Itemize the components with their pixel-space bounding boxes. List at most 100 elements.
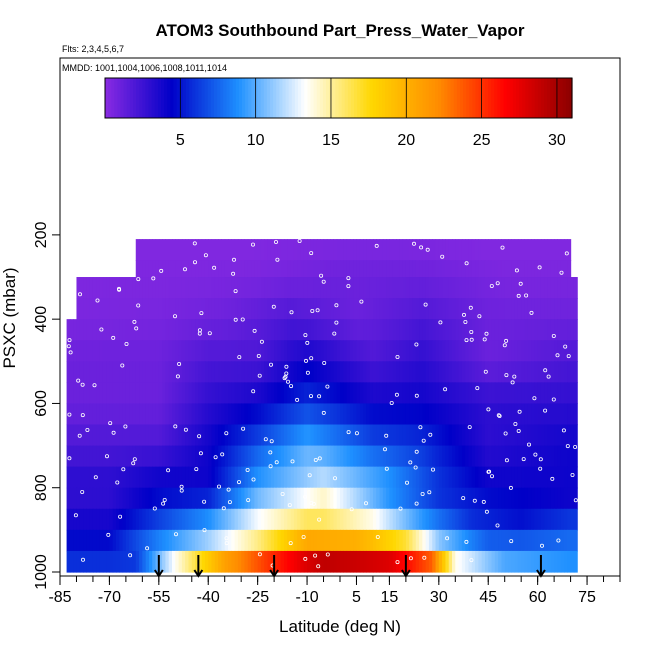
heatmap-cell [468, 277, 473, 299]
heatmap-cell [284, 424, 288, 447]
sample-point [179, 488, 184, 493]
heatmap-cell [89, 319, 94, 341]
heatmap-cell [290, 508, 295, 531]
colorbar-swatch [142, 78, 147, 118]
heatmap-cell [550, 445, 555, 468]
y-axis-label: PSXC (mbar) [0, 267, 19, 368]
heatmap-cell [86, 550, 91, 573]
heatmap-cell [432, 445, 437, 468]
heatmap-cell [488, 487, 493, 510]
heatmap-cell [484, 466, 489, 489]
heatmap-cell [349, 277, 354, 299]
heatmap-cell [326, 445, 331, 468]
heatmap-cell [343, 550, 348, 573]
heatmap-cell [96, 319, 101, 341]
heatmap-cell [534, 445, 539, 468]
heatmap-cell [73, 508, 78, 531]
heatmap-cell [191, 403, 196, 426]
sample-point [252, 328, 257, 333]
heatmap-cell [544, 403, 549, 426]
heatmap-cell [356, 508, 361, 531]
heatmap-cell [438, 424, 443, 447]
heatmap-cell [221, 340, 226, 362]
heatmap-cell [234, 529, 239, 552]
heatmap-cell [125, 550, 130, 573]
heatmap-cell [435, 508, 440, 531]
heatmap-cell [92, 298, 97, 320]
heatmap-cell [290, 260, 295, 278]
heatmap-cell [550, 361, 555, 383]
heatmap-cell [165, 487, 170, 510]
heatmap-cell [284, 466, 288, 489]
heatmap-cell [567, 239, 572, 261]
heatmap-cell [218, 508, 223, 531]
heatmap-cell [419, 550, 423, 573]
heatmap-cell [129, 445, 134, 468]
heatmap-cell [135, 340, 140, 362]
heatmap-cell [303, 319, 308, 341]
heatmap-cell [554, 277, 559, 299]
heatmap-cell [399, 382, 404, 405]
heatmap-cell [488, 361, 493, 383]
heatmap-cell [442, 382, 447, 405]
heatmap-cell [102, 466, 107, 489]
heatmap-cell [181, 319, 186, 341]
heatmap-cell [372, 445, 377, 468]
heatmap-cell [554, 550, 559, 573]
heatmap-cell [251, 239, 255, 261]
heatmap-cell [135, 319, 140, 341]
sample-point [563, 344, 568, 349]
heatmap-cell [511, 260, 516, 278]
heatmap-cell [274, 340, 279, 362]
heatmap-cell [96, 382, 101, 405]
heatmap-cell [228, 424, 232, 447]
heatmap-cell [162, 239, 167, 261]
heatmap-cell [135, 403, 140, 426]
heatmap-cell [448, 319, 453, 341]
heatmap-cell [310, 424, 315, 447]
heatmap-cell [214, 260, 219, 278]
sample-point [220, 452, 225, 457]
sample-point [469, 558, 474, 563]
heatmap-cell [152, 529, 157, 552]
heatmap-cell [86, 508, 91, 531]
heatmap-cell [214, 277, 219, 299]
heatmap-cell [376, 445, 381, 468]
heatmap-cell [366, 466, 371, 489]
heatmap-cell [524, 260, 529, 278]
heatmap-cell [511, 319, 516, 341]
heatmap-cell [125, 361, 130, 383]
heatmap-cell [438, 319, 443, 341]
heatmap-cell [211, 424, 216, 447]
colorbar-swatch [385, 78, 389, 118]
heatmap-cell [491, 260, 496, 278]
heatmap-cell [330, 361, 335, 383]
heatmap-cell [211, 239, 216, 261]
heatmap-cell [112, 508, 117, 531]
sample-point [418, 425, 423, 430]
heatmap-cell [293, 319, 298, 341]
heatmap-cell [244, 403, 249, 426]
heatmap-cell [247, 382, 252, 405]
heatmap-cell [402, 277, 407, 299]
heatmap-cell [494, 260, 499, 278]
heatmap-cell [471, 445, 476, 468]
heatmap-cell [564, 466, 568, 489]
heatmap-cell [458, 403, 463, 426]
heatmap-cell [168, 382, 173, 405]
sample-point [354, 431, 359, 436]
heatmap-cell [356, 298, 361, 320]
heatmap-cell [386, 361, 391, 383]
heatmap-cell [508, 298, 512, 320]
heatmap-cell [257, 382, 262, 405]
heatmap-cell [425, 529, 430, 552]
heatmap-cell [267, 319, 272, 341]
heatmap-cell [76, 277, 81, 299]
heatmap-cell [257, 361, 262, 383]
heatmap-cell [531, 529, 535, 552]
heatmap-cell [158, 260, 163, 278]
heatmap-cell [297, 260, 302, 278]
heatmap-cell [221, 424, 226, 447]
heatmap-cell [455, 319, 460, 341]
heatmap-cell [73, 403, 78, 426]
